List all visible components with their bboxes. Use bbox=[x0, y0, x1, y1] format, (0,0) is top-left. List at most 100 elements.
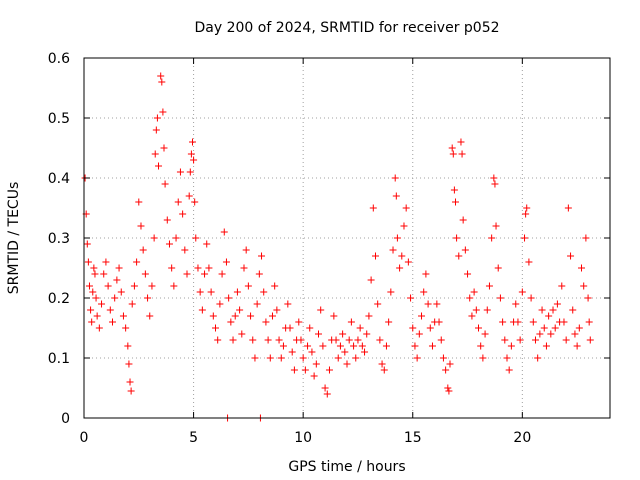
data-point bbox=[352, 355, 359, 362]
data-point bbox=[187, 169, 194, 176]
data-point bbox=[532, 337, 539, 344]
chart: 00.10.20.30.40.50.60 5 10 15 20 Day 200 of 2… bbox=[0, 0, 640, 480]
data-point bbox=[319, 343, 326, 350]
data-point bbox=[416, 331, 423, 338]
x-tick-label: 20 bbox=[513, 430, 531, 446]
data-point bbox=[158, 79, 165, 86]
data-point bbox=[144, 295, 151, 302]
data-point bbox=[477, 343, 484, 350]
chart-title: Day 200 of 2024, SRMTID for receiver p05… bbox=[194, 20, 499, 36]
data-point bbox=[208, 289, 215, 296]
data-point bbox=[523, 205, 530, 212]
data-point bbox=[190, 157, 197, 164]
data-point bbox=[189, 139, 196, 146]
data-point bbox=[490, 175, 497, 182]
data-point bbox=[335, 355, 342, 362]
data-point bbox=[225, 295, 232, 302]
data-point bbox=[148, 283, 155, 290]
x-tick-label: 10 bbox=[294, 430, 312, 446]
data-point bbox=[508, 343, 515, 350]
data-point bbox=[471, 289, 478, 296]
data-point bbox=[539, 307, 546, 314]
data-point bbox=[339, 331, 346, 338]
data-point bbox=[462, 247, 469, 254]
data-point bbox=[109, 319, 116, 326]
data-point bbox=[326, 367, 333, 374]
data-point bbox=[569, 307, 576, 314]
data-point bbox=[197, 289, 204, 296]
data-point bbox=[234, 289, 241, 296]
data-point bbox=[365, 313, 372, 320]
data-point bbox=[445, 388, 452, 395]
data-point bbox=[227, 319, 234, 326]
y-tick-label: 0.2 bbox=[48, 291, 70, 307]
data-point bbox=[287, 325, 294, 332]
data-point bbox=[236, 307, 243, 314]
data-point bbox=[124, 343, 131, 350]
data-point bbox=[558, 283, 565, 290]
y-axis-label: SRMTID / TECUs bbox=[6, 182, 22, 295]
data-point bbox=[506, 367, 513, 374]
data-point bbox=[240, 265, 247, 272]
data-point bbox=[376, 337, 383, 344]
data-point bbox=[547, 331, 554, 338]
data-point bbox=[116, 265, 123, 272]
data-point bbox=[368, 277, 375, 284]
y-tick-label: 0.5 bbox=[48, 111, 70, 127]
data-point bbox=[400, 223, 407, 230]
data-point bbox=[317, 307, 324, 314]
data-point bbox=[534, 355, 541, 362]
axis-ticks: 0 0.1 0.2 0.3 0.4 0.5 0.6 0 5 10 15 20 bbox=[48, 51, 610, 446]
data-point bbox=[221, 229, 228, 236]
y-tick-label: 0.6 bbox=[48, 51, 70, 67]
data-point bbox=[267, 355, 274, 362]
data-point bbox=[300, 355, 307, 362]
data-point bbox=[98, 301, 105, 308]
data-point bbox=[154, 115, 161, 122]
data-point bbox=[565, 205, 572, 212]
data-point bbox=[93, 295, 100, 302]
data-point bbox=[528, 295, 535, 302]
data-point bbox=[396, 265, 403, 272]
data-point bbox=[460, 217, 467, 224]
data-point bbox=[111, 295, 118, 302]
data-point bbox=[219, 271, 226, 278]
data-point bbox=[444, 385, 451, 392]
data-point bbox=[576, 325, 583, 332]
data-point bbox=[137, 223, 144, 230]
data-point bbox=[262, 319, 269, 326]
data-point bbox=[560, 319, 567, 326]
data-point bbox=[173, 235, 180, 242]
data-point bbox=[96, 325, 103, 332]
data-point bbox=[295, 319, 302, 326]
data-point bbox=[273, 307, 280, 314]
data-point bbox=[216, 301, 223, 308]
data-point bbox=[90, 265, 97, 272]
data-point bbox=[522, 211, 529, 218]
data-point bbox=[545, 313, 552, 320]
data-point bbox=[164, 217, 171, 224]
data-point bbox=[324, 391, 331, 398]
data-point bbox=[550, 307, 557, 314]
data-point bbox=[438, 337, 445, 344]
data-point bbox=[543, 343, 550, 350]
data-point bbox=[495, 265, 502, 272]
data-point bbox=[160, 145, 167, 152]
data-point bbox=[337, 343, 344, 350]
data-point bbox=[265, 337, 272, 344]
data-point bbox=[370, 205, 377, 212]
data-point bbox=[374, 301, 381, 308]
data-point bbox=[142, 271, 149, 278]
data-point bbox=[361, 349, 368, 356]
data-point bbox=[153, 127, 160, 134]
data-point bbox=[194, 265, 201, 272]
x-tick-label: 5 bbox=[189, 430, 198, 446]
data-point bbox=[436, 319, 443, 326]
data-point bbox=[387, 289, 394, 296]
data-point bbox=[249, 337, 256, 344]
data-point bbox=[484, 307, 491, 314]
data-point bbox=[118, 289, 125, 296]
data-point bbox=[453, 235, 460, 242]
data-point bbox=[91, 271, 98, 278]
data-point bbox=[315, 331, 322, 338]
